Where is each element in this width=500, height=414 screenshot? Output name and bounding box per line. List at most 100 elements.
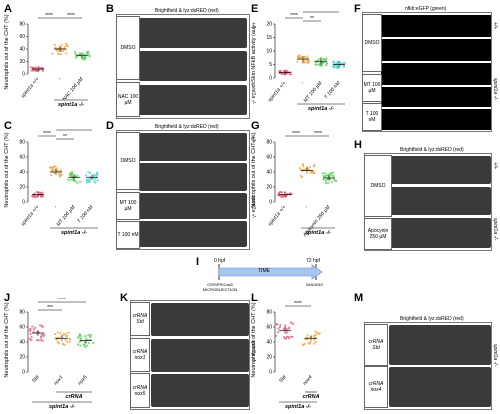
x-tick-label: -: [304, 204, 310, 209]
fish-image: [139, 133, 247, 161]
data-point: [290, 321, 293, 324]
data-point: [69, 173, 72, 176]
data-point: [67, 331, 70, 334]
x-tick-label: Std: [31, 374, 41, 384]
panel-letter-i: I: [196, 256, 200, 268]
panel-f-geno-wt: +/+: [492, 22, 498, 30]
data-point: [56, 169, 59, 172]
data-point: [28, 337, 32, 341]
significance-label: **: [63, 134, 67, 140]
x-tick-label: spint1a +/+: [20, 204, 41, 227]
data-point: [59, 332, 62, 335]
x-tick-label: spint1a +/+: [267, 204, 288, 227]
data-point: [53, 172, 56, 175]
data-point: [314, 340, 318, 343]
data-point: [31, 325, 34, 328]
y-tick-label: 0: [269, 76, 272, 82]
data-point: [305, 338, 308, 341]
y-tick-label: 40: [266, 340, 272, 346]
group-label: spint1a -/-: [308, 106, 334, 112]
data-point: [36, 194, 39, 197]
significance-label: ****: [290, 13, 298, 19]
group-label: spint1a -/-: [305, 230, 331, 236]
data-point: [30, 335, 33, 339]
data-point: [41, 339, 44, 342]
data-point: [336, 65, 340, 68]
data-point: [279, 323, 282, 327]
x-tick-label: -: [57, 76, 63, 81]
panel-m-cond-nox4: crRNA nox4: [364, 366, 388, 408]
data-point: [309, 171, 312, 174]
data-point: [329, 178, 332, 181]
fish-image: [381, 87, 491, 107]
data-point: [289, 71, 292, 74]
fish-image: [389, 367, 491, 407]
data-point: [74, 52, 77, 56]
group-label: spint1a -/-: [285, 404, 311, 410]
fish-image: [389, 156, 491, 184]
data-point: [40, 333, 44, 336]
data-point: [87, 50, 90, 53]
data-point: [65, 48, 68, 51]
x-tick-label: -: [300, 80, 306, 85]
data-point: [92, 174, 95, 178]
fish-image: [139, 85, 247, 115]
panel-h-title: Brightfield & lyz:dsRED (red): [400, 147, 464, 153]
data-point: [332, 178, 336, 181]
y-tick-label: 80: [19, 22, 25, 28]
panel-a-ylabel: Neutrophils out of the CHT (%): [4, 14, 10, 90]
data-point: [85, 181, 88, 184]
y-tick-label: 20: [266, 355, 272, 361]
panel-letter-b: B: [106, 3, 114, 15]
data-point: [278, 326, 282, 329]
data-point: [43, 333, 46, 336]
data-point: [277, 327, 280, 330]
y-tick-label: 60: [19, 325, 25, 331]
data-point: [68, 340, 71, 343]
data-point: [54, 337, 57, 340]
data-point: [86, 344, 89, 347]
data-point: [78, 333, 81, 336]
y-tick-label: 40: [19, 170, 25, 176]
panel-f-cond-mt: MT 100 µM: [362, 74, 382, 102]
data-point: [32, 68, 35, 72]
data-point: [321, 61, 325, 64]
fish-image: [139, 51, 247, 81]
panel-k-cond-std: crRNA Std: [130, 302, 150, 336]
data-point: [324, 179, 327, 182]
data-point: [306, 55, 309, 58]
data-point: [317, 332, 320, 335]
group-label: spint1a -/-: [49, 404, 75, 410]
panel-b-cond-dmso: DMSO: [116, 16, 140, 80]
data-point: [284, 324, 287, 327]
data-point: [282, 327, 285, 331]
data-point: [41, 325, 44, 328]
panel-m-cond-std: crRNA Std: [364, 324, 388, 366]
panel-letter-l: L: [251, 292, 258, 304]
data-point: [87, 170, 90, 174]
panel-f-image: [362, 12, 492, 132]
data-point: [56, 331, 59, 334]
fish-image: [139, 163, 247, 191]
panel-f-title: nfkb:eGFP (green): [405, 6, 447, 12]
data-point: [69, 178, 72, 181]
data-point: [74, 180, 77, 183]
data-point: [301, 163, 304, 166]
data-point: [308, 166, 311, 169]
data-point: [280, 190, 283, 194]
y-tick-label: 0: [22, 72, 25, 78]
data-point: [96, 179, 99, 182]
y-tick-label: 15: [266, 35, 272, 41]
timeline-start-label: 0 hpf: [214, 258, 226, 264]
data-point: [34, 195, 37, 198]
data-point: [59, 169, 62, 172]
data-point: [34, 326, 37, 329]
y-tick-label: 80: [266, 310, 272, 316]
x-tick-label: T 100 nM: [323, 80, 342, 101]
panel-m-geno: spint1a -/-: [492, 344, 498, 367]
y-tick-label: 0: [269, 370, 272, 376]
data-point: [330, 171, 333, 175]
panel-letter-m: M: [354, 292, 364, 304]
